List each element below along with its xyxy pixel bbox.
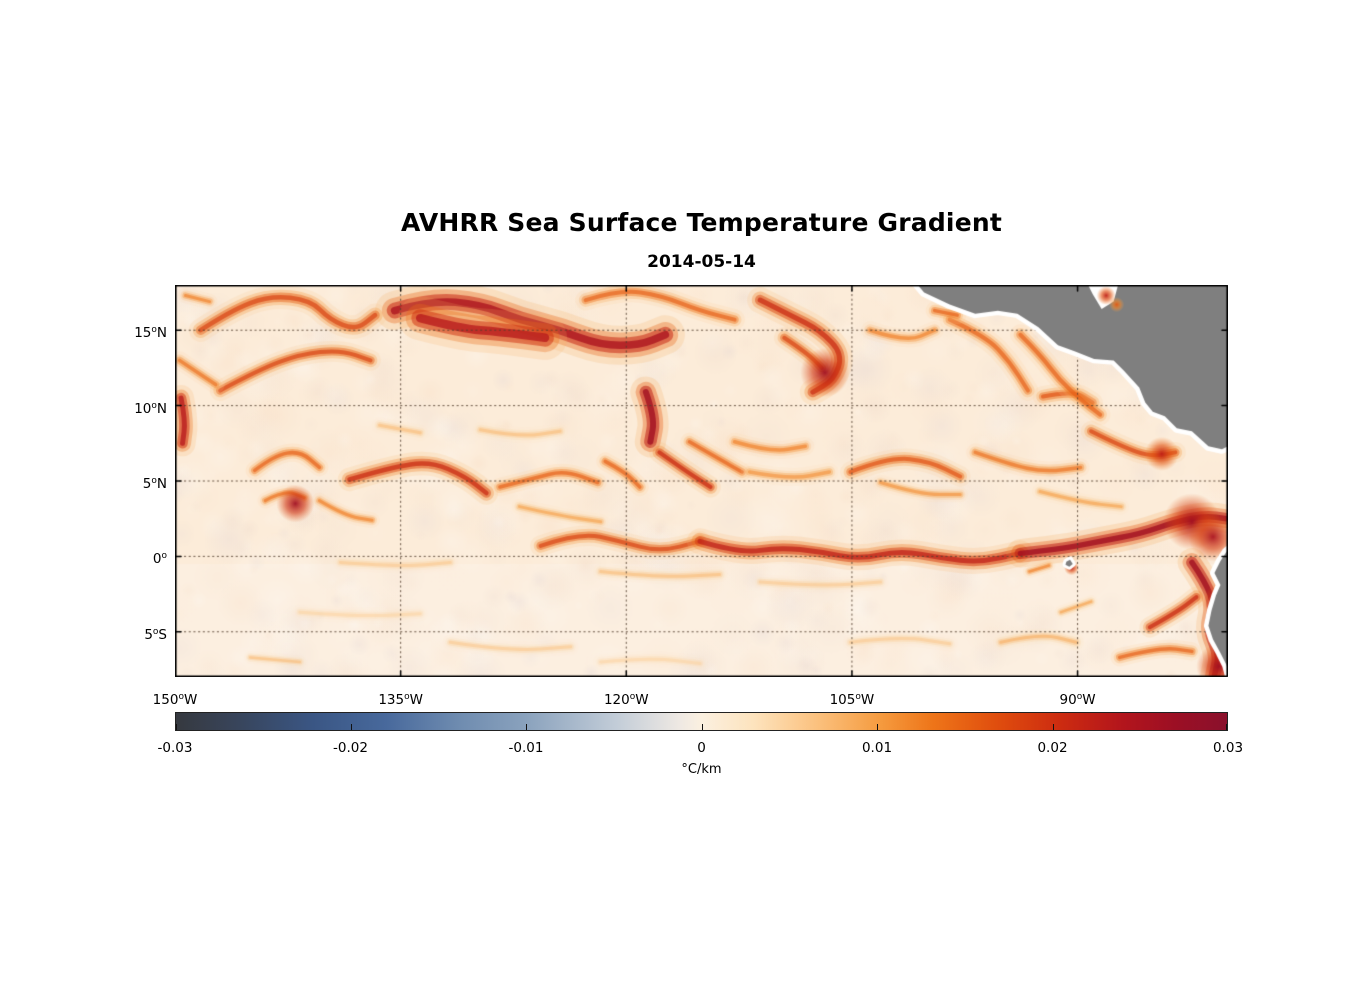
colorbar-tick-mark bbox=[877, 724, 878, 730]
colorbar-tick-mark bbox=[526, 724, 527, 730]
x-tick-label: 135oW bbox=[378, 692, 423, 708]
y-tick-label: 5oS bbox=[144, 626, 167, 643]
y-tick-label: 0o bbox=[152, 551, 167, 568]
colorbar-tick-label: -0.03 bbox=[157, 740, 193, 756]
y-tick-label: 10oN bbox=[134, 400, 167, 417]
x-tick-label: 120oW bbox=[603, 692, 649, 708]
chart-subtitle: 2014-05-14 bbox=[647, 252, 756, 272]
colorbar-unit-label: °C/km bbox=[681, 762, 722, 777]
colorbar-tick-mark bbox=[1052, 724, 1054, 730]
colorbar-tick-label: 0 bbox=[697, 740, 706, 756]
colorbar-tick-label: 0.01 bbox=[861, 740, 893, 756]
colorbar-tick-mark bbox=[350, 724, 352, 730]
x-tick-label: 105oW bbox=[829, 692, 875, 708]
map-plot-area bbox=[175, 285, 1228, 677]
y-tick-label: 15oN bbox=[134, 325, 167, 342]
colorbar-tick-mark bbox=[701, 724, 703, 730]
colorbar-tick-label: -0.02 bbox=[333, 740, 368, 756]
colorbar-tick-label: -0.01 bbox=[508, 740, 544, 756]
y-tick-label: 5oN bbox=[142, 476, 167, 492]
colorbar-tick-label: 0.02 bbox=[1037, 740, 1068, 756]
x-tick-label: 90oW bbox=[1059, 692, 1096, 708]
colorbar-tick-label: 0.03 bbox=[1212, 740, 1244, 756]
colorbar-gradient bbox=[175, 712, 1228, 731]
x-tick-label: 150oW bbox=[152, 692, 198, 708]
colorbar-tick-mark bbox=[1226, 724, 1227, 730]
colorbar-tick-mark bbox=[176, 724, 177, 730]
sst-gradient-map bbox=[175, 285, 1228, 677]
chart-title: AVHRR Sea Surface Temperature Gradient bbox=[400, 208, 1003, 237]
